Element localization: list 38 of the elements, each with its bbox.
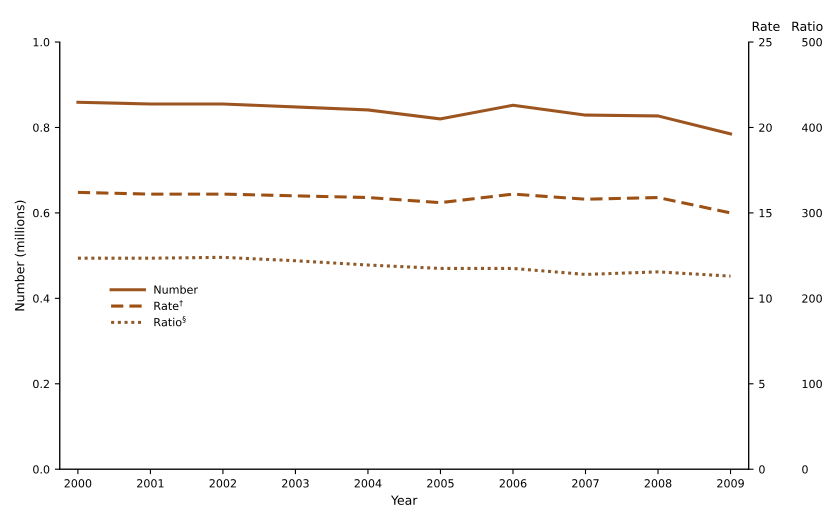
x-tick-label: 2006 [500, 479, 526, 488]
y-tick-label: 0.6 [33, 208, 50, 218]
x-tick-label: 2003 [282, 479, 309, 488]
y-tick-label: 0.4 [33, 294, 50, 303]
y-tick-label: 0.0 [33, 465, 50, 474]
y2-tick-label: 10 [760, 294, 772, 303]
y3-tick-label: 400 [802, 123, 822, 132]
y2-tick-label: 5 [759, 380, 764, 388]
line-series [76, 100, 732, 136]
x-tick-label: 2000 [64, 479, 92, 488]
line-series [76, 256, 732, 278]
y2-tick-label: 15 [760, 209, 772, 218]
x-tick-label: 2001 [137, 479, 164, 488]
y-tick-label: 0.2 [33, 380, 49, 388]
legend-label: Rate$^{†}$ [154, 300, 183, 310]
x-tick-label: 2009 [717, 479, 744, 488]
x-tick-label: 2002 [210, 479, 236, 488]
y3-tick-label: 0 [802, 465, 808, 474]
y3-tick-label: 500 [802, 38, 822, 46]
x-tick-label: 2005 [427, 479, 454, 488]
y3-axis-title: Ratio [792, 21, 823, 32]
x-axis-title: Year [390, 496, 418, 505]
legend-label: Number [154, 285, 198, 294]
y3-tick-label: 100 [802, 380, 822, 388]
x-tick-label: 2004 [354, 479, 382, 488]
y-tick-label: 0.8 [33, 123, 50, 132]
line-series [76, 190, 732, 214]
legend-label: Ratio$^{§}$ [154, 316, 186, 326]
y-tick-label: 1.0 [34, 38, 50, 46]
y2-tick-label: 25 [759, 38, 772, 46]
y2-axis-title: Rate [752, 22, 780, 32]
y3-tick-label: 200 [802, 294, 822, 303]
x-tick-label: 2008 [644, 479, 672, 488]
x-tick-label: 2007 [572, 479, 599, 488]
y3-tick-label: 300 [802, 208, 822, 218]
y2-tick-label: 20 [759, 123, 772, 132]
y2-tick-label: 0 [759, 465, 765, 474]
y-axis-title: Number (millions) [14, 200, 26, 310]
